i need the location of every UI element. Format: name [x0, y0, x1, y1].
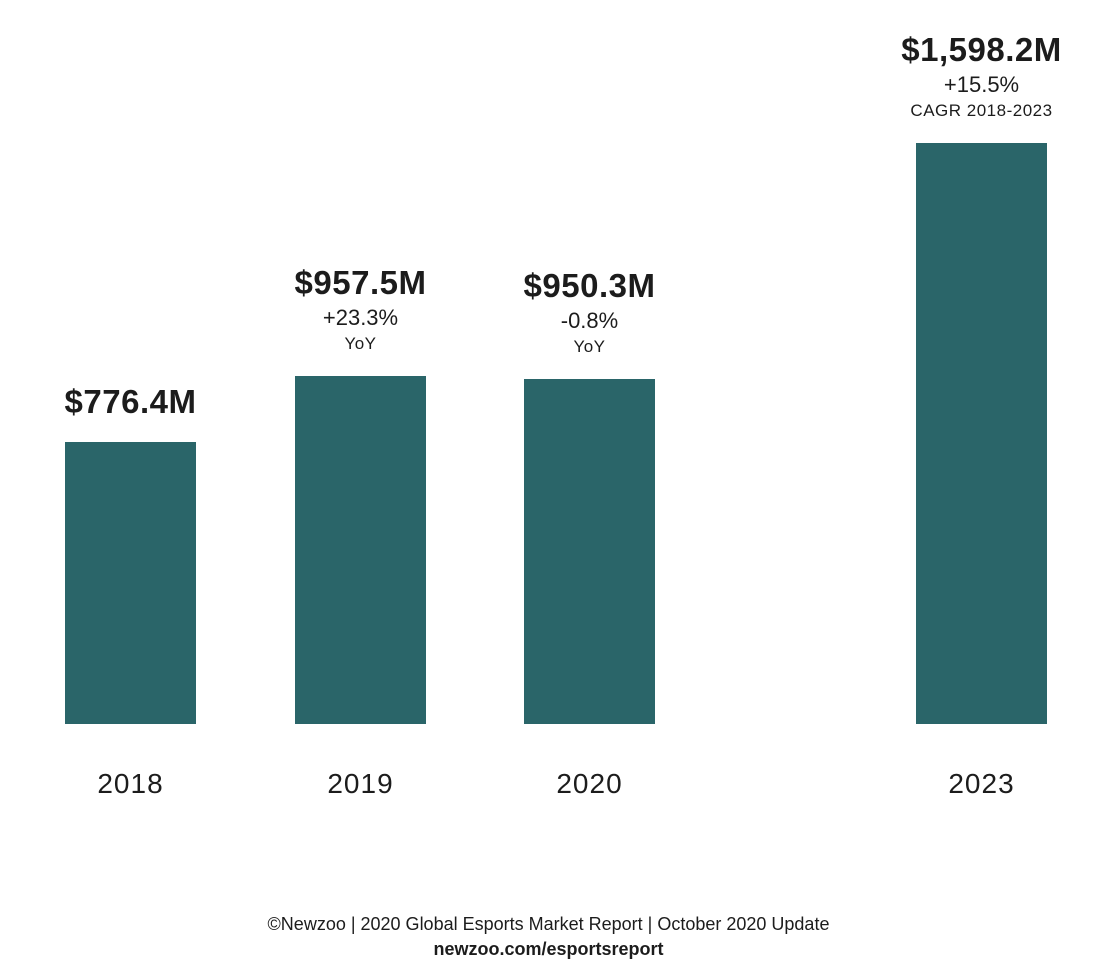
bar-labels-2020: $950.3M -0.8% YoY — [524, 268, 656, 357]
bar-2020 — [524, 379, 655, 724]
bar-2023 — [916, 143, 1047, 724]
x-axis-label-2019: 2019 — [327, 768, 394, 799]
esports-revenue-bar-chart: $776.4M 2018 $957.5M +23.3% YoY 2019 $95… — [65, 0, 1062, 799]
report-url: newzoo.com/esportsreport — [433, 939, 664, 960]
bar-group-2018: $776.4M 2018 — [65, 0, 197, 799]
bar-value-label: $950.3M — [523, 267, 656, 305]
bar-value-label: $957.5M — [294, 264, 427, 302]
bar-group-2023: $1,598.2M +15.5% CAGR 2018-2023 2023 — [901, 0, 1061, 799]
x-axis-label-2020: 2020 — [556, 768, 623, 799]
bar-2018 — [65, 442, 196, 724]
bar-labels-2023: $1,598.2M +15.5% CAGR 2018-2023 — [901, 32, 1061, 121]
bar-change-label: +23.3% — [322, 305, 399, 330]
bar-value-label: $1,598.2M — [901, 31, 1062, 69]
bar-change-caption: YoY — [344, 333, 377, 353]
bar-group-2020: $950.3M -0.8% YoY 2020 — [524, 0, 656, 799]
bar-change-caption: CAGR 2018-2023 — [910, 100, 1053, 120]
bar-change-label: +15.5% — [943, 72, 1020, 97]
bar-change-caption: YoY — [573, 336, 606, 356]
chart-footer: ©Newzoo | 2020 Global Esports Market Rep… — [0, 913, 1097, 962]
bar-2019 — [295, 376, 426, 724]
bar-labels-2018: $776.4M — [65, 384, 197, 420]
bar-group-2019: $957.5M +23.3% YoY 2019 — [295, 0, 427, 799]
bar-value-label: $776.4M — [64, 383, 197, 421]
x-axis-label-2018: 2018 — [97, 768, 164, 799]
bar-change-label: -0.8% — [560, 308, 619, 333]
credit-line: ©Newzoo | 2020 Global Esports Market Rep… — [267, 914, 830, 934]
x-axis-label-2023: 2023 — [948, 768, 1015, 799]
bar-labels-2019: $957.5M +23.3% YoY — [295, 265, 427, 354]
